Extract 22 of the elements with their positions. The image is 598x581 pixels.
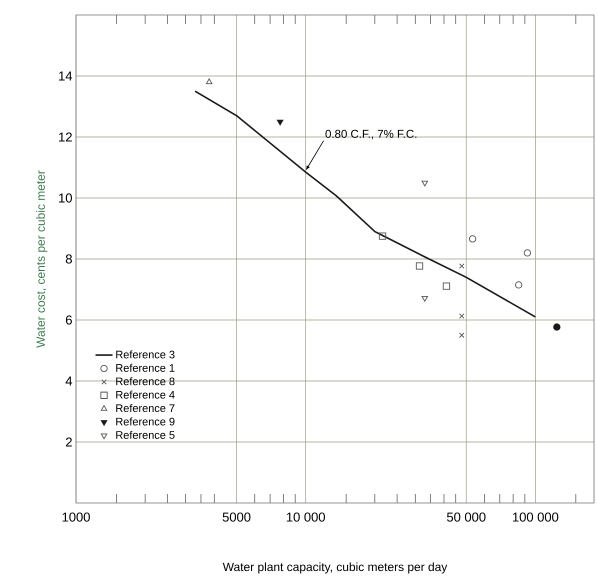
legend-label: Reference 5 — [116, 430, 175, 439]
legend-label: Reference 8 — [116, 377, 175, 386]
x-axis-title: Water plant capacity, cubic meters per day — [222, 562, 448, 574]
y-tick-label: 6 — [66, 315, 72, 325]
y-tick-label: 12 — [59, 132, 72, 142]
x-tick-label: 10 000 — [286, 512, 325, 522]
annotation: 0.80 C.F., 7% F.C. — [325, 130, 416, 140]
y-tick-label: 10 — [59, 193, 72, 203]
x-tick-label: 50 000 — [446, 512, 486, 522]
y-tick-label: 8 — [66, 254, 72, 264]
y-tick-label: 14 — [59, 72, 72, 80]
legend-label: Reference 3 — [116, 350, 175, 358]
legend-label: Reference 9 — [116, 417, 174, 426]
y-axis-title: Water cost, cents per cubic meter — [36, 170, 48, 348]
legend-label: Reference 7 — [116, 404, 174, 412]
legend-label: Reference 4 — [116, 390, 175, 399]
y-tick-label: 4 — [66, 376, 72, 386]
x-tick-label: 1000 — [62, 512, 90, 522]
x-tick-label: 100 000 — [512, 512, 558, 522]
y-tick-label: 2 — [66, 437, 72, 447]
legend-label: Reference 1 — [116, 364, 174, 372]
x-tick-label: 5000 — [222, 512, 250, 522]
